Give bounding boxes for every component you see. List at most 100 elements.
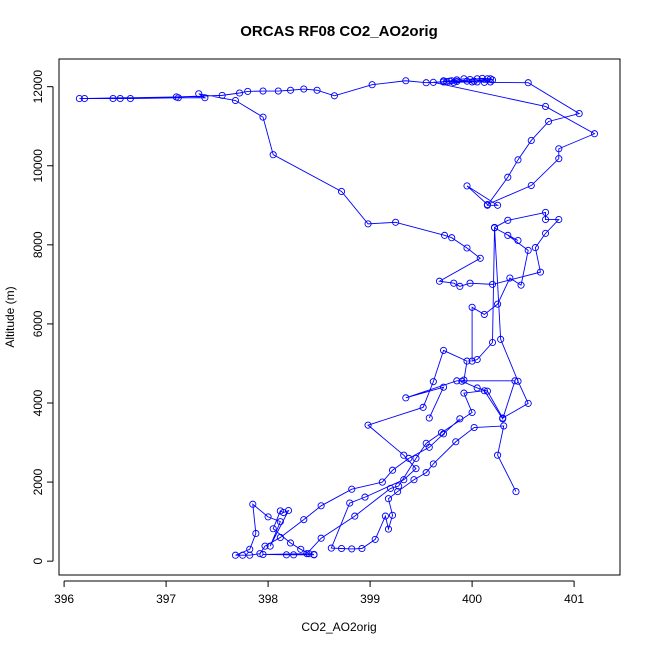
data-point: [266, 542, 274, 550]
data-point: [468, 78, 476, 86]
data-point: [269, 151, 277, 159]
data-point: [527, 181, 535, 190]
data-point: [395, 482, 403, 490]
data-point: [394, 488, 402, 496]
data-point: [483, 200, 491, 209]
data-point: [527, 136, 535, 144]
data-point: [473, 355, 481, 364]
data-point: [286, 539, 295, 547]
data-point: [453, 77, 461, 86]
data-point: [297, 545, 305, 553]
data-point: [524, 79, 532, 87]
data-point: [541, 208, 550, 216]
data-point: [536, 268, 544, 276]
data-point: [276, 518, 284, 526]
series-line: [235, 380, 516, 556]
data-point: [575, 110, 583, 118]
data-point: [504, 216, 512, 224]
data-point: [480, 387, 488, 395]
data-point: [276, 533, 284, 541]
data-point: [402, 77, 410, 85]
data-point: [201, 94, 209, 102]
data-point: [429, 460, 437, 468]
data-point: [473, 78, 481, 86]
x-axis-label: CO2_AO2orig: [301, 620, 376, 634]
data-point: [450, 279, 458, 287]
data-point: [422, 469, 430, 477]
data-point: [249, 500, 257, 508]
data-point: [388, 511, 397, 519]
data-point: [456, 282, 464, 290]
y-axis: 0 2000 4000 6000 8000 10000 12000: [31, 70, 54, 565]
data-point: [463, 182, 471, 190]
data-point: [351, 512, 359, 520]
data-point: [384, 525, 393, 533]
data-point: [371, 535, 379, 543]
data-point: [109, 94, 117, 103]
data-point: [590, 130, 599, 138]
data-point: [429, 378, 437, 386]
data-point: [330, 92, 338, 100]
data-point: [300, 85, 308, 93]
x-tick-label: 397: [156, 592, 176, 606]
data-point: [439, 383, 448, 391]
data-point: [478, 74, 486, 82]
y-tick-label: 4000: [31, 389, 45, 416]
data-point: [524, 399, 532, 407]
data-point: [337, 187, 346, 196]
data-point: [246, 545, 254, 553]
data-point: [290, 551, 298, 559]
data-point: [494, 300, 502, 308]
data-point: [276, 507, 284, 515]
data-point: [531, 244, 539, 252]
data-point: [303, 550, 311, 558]
data-point: [381, 512, 389, 520]
data-point: [480, 310, 488, 318]
x-tick-label: 401: [564, 592, 584, 606]
series-2: [231, 377, 519, 559]
data-point: [346, 499, 354, 507]
data-point: [486, 78, 495, 86]
data-point: [448, 234, 456, 242]
data-point: [364, 220, 372, 228]
data-point: [256, 550, 264, 558]
data-point: [422, 439, 430, 447]
data-point: [286, 86, 295, 94]
data-point: [310, 551, 318, 559]
data-point: [412, 465, 420, 473]
data-point: [364, 421, 372, 429]
data-point: [231, 551, 240, 559]
x-tick-label: 399: [360, 592, 380, 606]
data-point: [463, 357, 471, 365]
data-point: [386, 484, 395, 492]
data-point: [410, 476, 418, 484]
data-point: [317, 534, 325, 542]
x-tick-label: 400: [462, 592, 482, 606]
data-point: [259, 113, 267, 121]
data-point: [497, 335, 505, 343]
data-point: [80, 94, 89, 103]
data-point: [269, 525, 277, 533]
data-point: [392, 218, 400, 226]
data-point: [300, 516, 308, 524]
data-point: [470, 423, 478, 432]
data-point: [252, 529, 260, 538]
data-point: [412, 454, 420, 462]
data-point: [555, 215, 563, 224]
y-tick-label: 10000: [31, 149, 45, 183]
data-point: [388, 466, 397, 474]
data-point: [378, 478, 386, 486]
y-tick-label: 6000: [31, 310, 45, 337]
data-point: [453, 377, 461, 385]
data-point: [452, 438, 460, 446]
data-point: [460, 376, 468, 384]
x-tick-label: 398: [258, 592, 278, 606]
data-point: [460, 389, 468, 397]
data-point: [545, 117, 553, 126]
data-point: [466, 279, 474, 287]
data-point: [468, 357, 476, 365]
data-point: [402, 394, 410, 402]
data-point: [259, 550, 267, 558]
data-point: [555, 145, 563, 153]
